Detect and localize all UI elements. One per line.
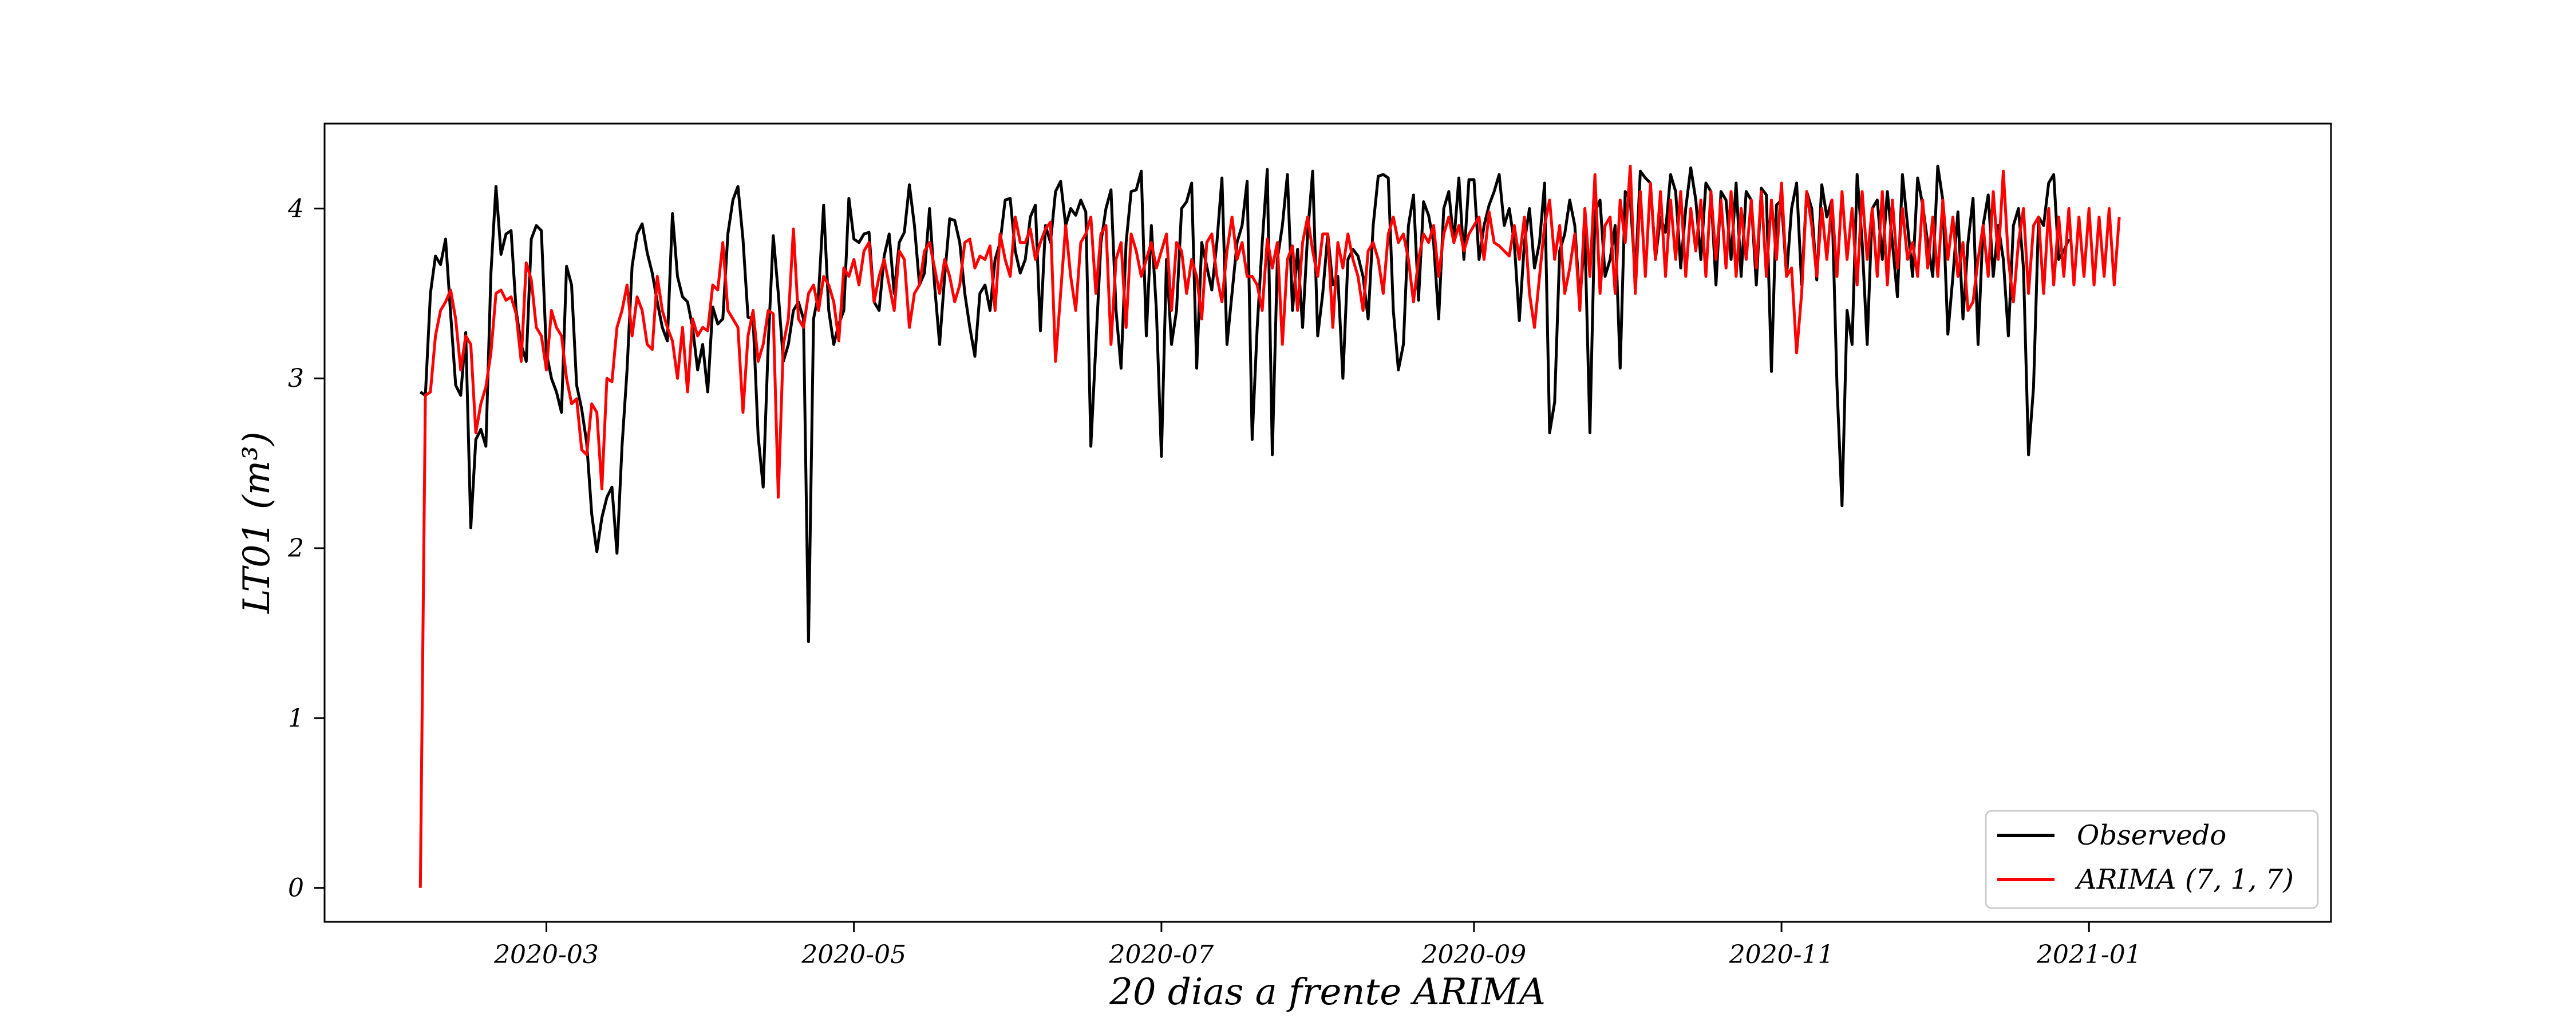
x-tick-label: 2020-09: [1421, 940, 1526, 969]
y-tick-label: 3: [288, 364, 304, 393]
y-tick-label: 1: [288, 704, 304, 733]
x-tick-label: 2020-07: [1108, 940, 1214, 969]
y-tick-label: 0: [288, 874, 304, 903]
series-line-observedo: [419, 164, 2071, 643]
legend: Observedo ARIMA (7, 1, 7): [1985, 810, 2319, 909]
y-axis-label: LT01 (m³): [236, 431, 278, 614]
x-axis-label: 20 dias a frente ARIMA: [1109, 971, 1546, 1013]
y-tick-label: 4: [287, 194, 304, 223]
legend-box: [1985, 810, 2319, 909]
y-axis: 0 1 2 3 4: [287, 194, 325, 903]
x-axis: 2020-03 2020-05 2020-07 2020-09 2020-11 2021-…: [493, 922, 2142, 969]
y-tick-label: 2: [287, 534, 304, 563]
legend-label-arima: ARIMA (7, 1, 7): [2075, 863, 2294, 896]
x-tick-label: 2020-11: [1729, 940, 1834, 969]
series-line-arima: [418, 164, 2121, 888]
plot-frame: [323, 122, 2332, 923]
legend-label-observedo: Observedo: [2077, 819, 2226, 851]
plot-area: [418, 164, 2121, 888]
x-tick-label: 2020-05: [801, 940, 906, 969]
x-tick-label: 2021-01: [2036, 940, 2142, 969]
x-tick-label: 2020-03: [493, 940, 599, 969]
